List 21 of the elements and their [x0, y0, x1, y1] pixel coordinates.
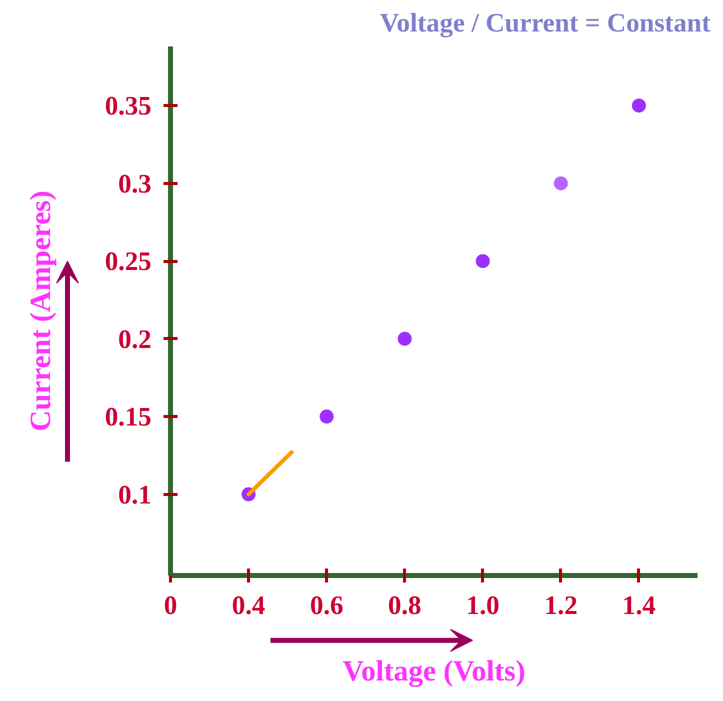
x-tick-label: 1.4	[622, 590, 656, 620]
y-tick-label: 0.15	[104, 402, 152, 432]
x-axis-title: Voltage (Volts)	[342, 656, 526, 688]
x-tick-label: 1.0	[466, 590, 500, 620]
x-tick-label: 0.4	[232, 590, 266, 620]
point	[554, 176, 568, 190]
y-tick-label: 0.2	[118, 324, 152, 354]
y-tick-label: 0.3	[118, 168, 152, 198]
y-tick-label: 0.35	[104, 90, 152, 121]
point	[476, 254, 490, 268]
x-tick-label: 0	[164, 590, 178, 620]
y-tick-label: 0.1	[118, 479, 152, 510]
chart-title: Voltage / Current = Constant	[380, 8, 711, 38]
point	[320, 410, 334, 424]
x-tick-label: 0.6	[310, 590, 344, 620]
y-tick-label: 0.25	[104, 246, 152, 276]
x-tick-label: 1.2	[544, 590, 578, 620]
point	[632, 98, 646, 113]
y-axis-title: Current (Amperes)	[24, 190, 57, 432]
x-tick-label: 0.8	[388, 590, 422, 620]
point	[398, 332, 412, 346]
